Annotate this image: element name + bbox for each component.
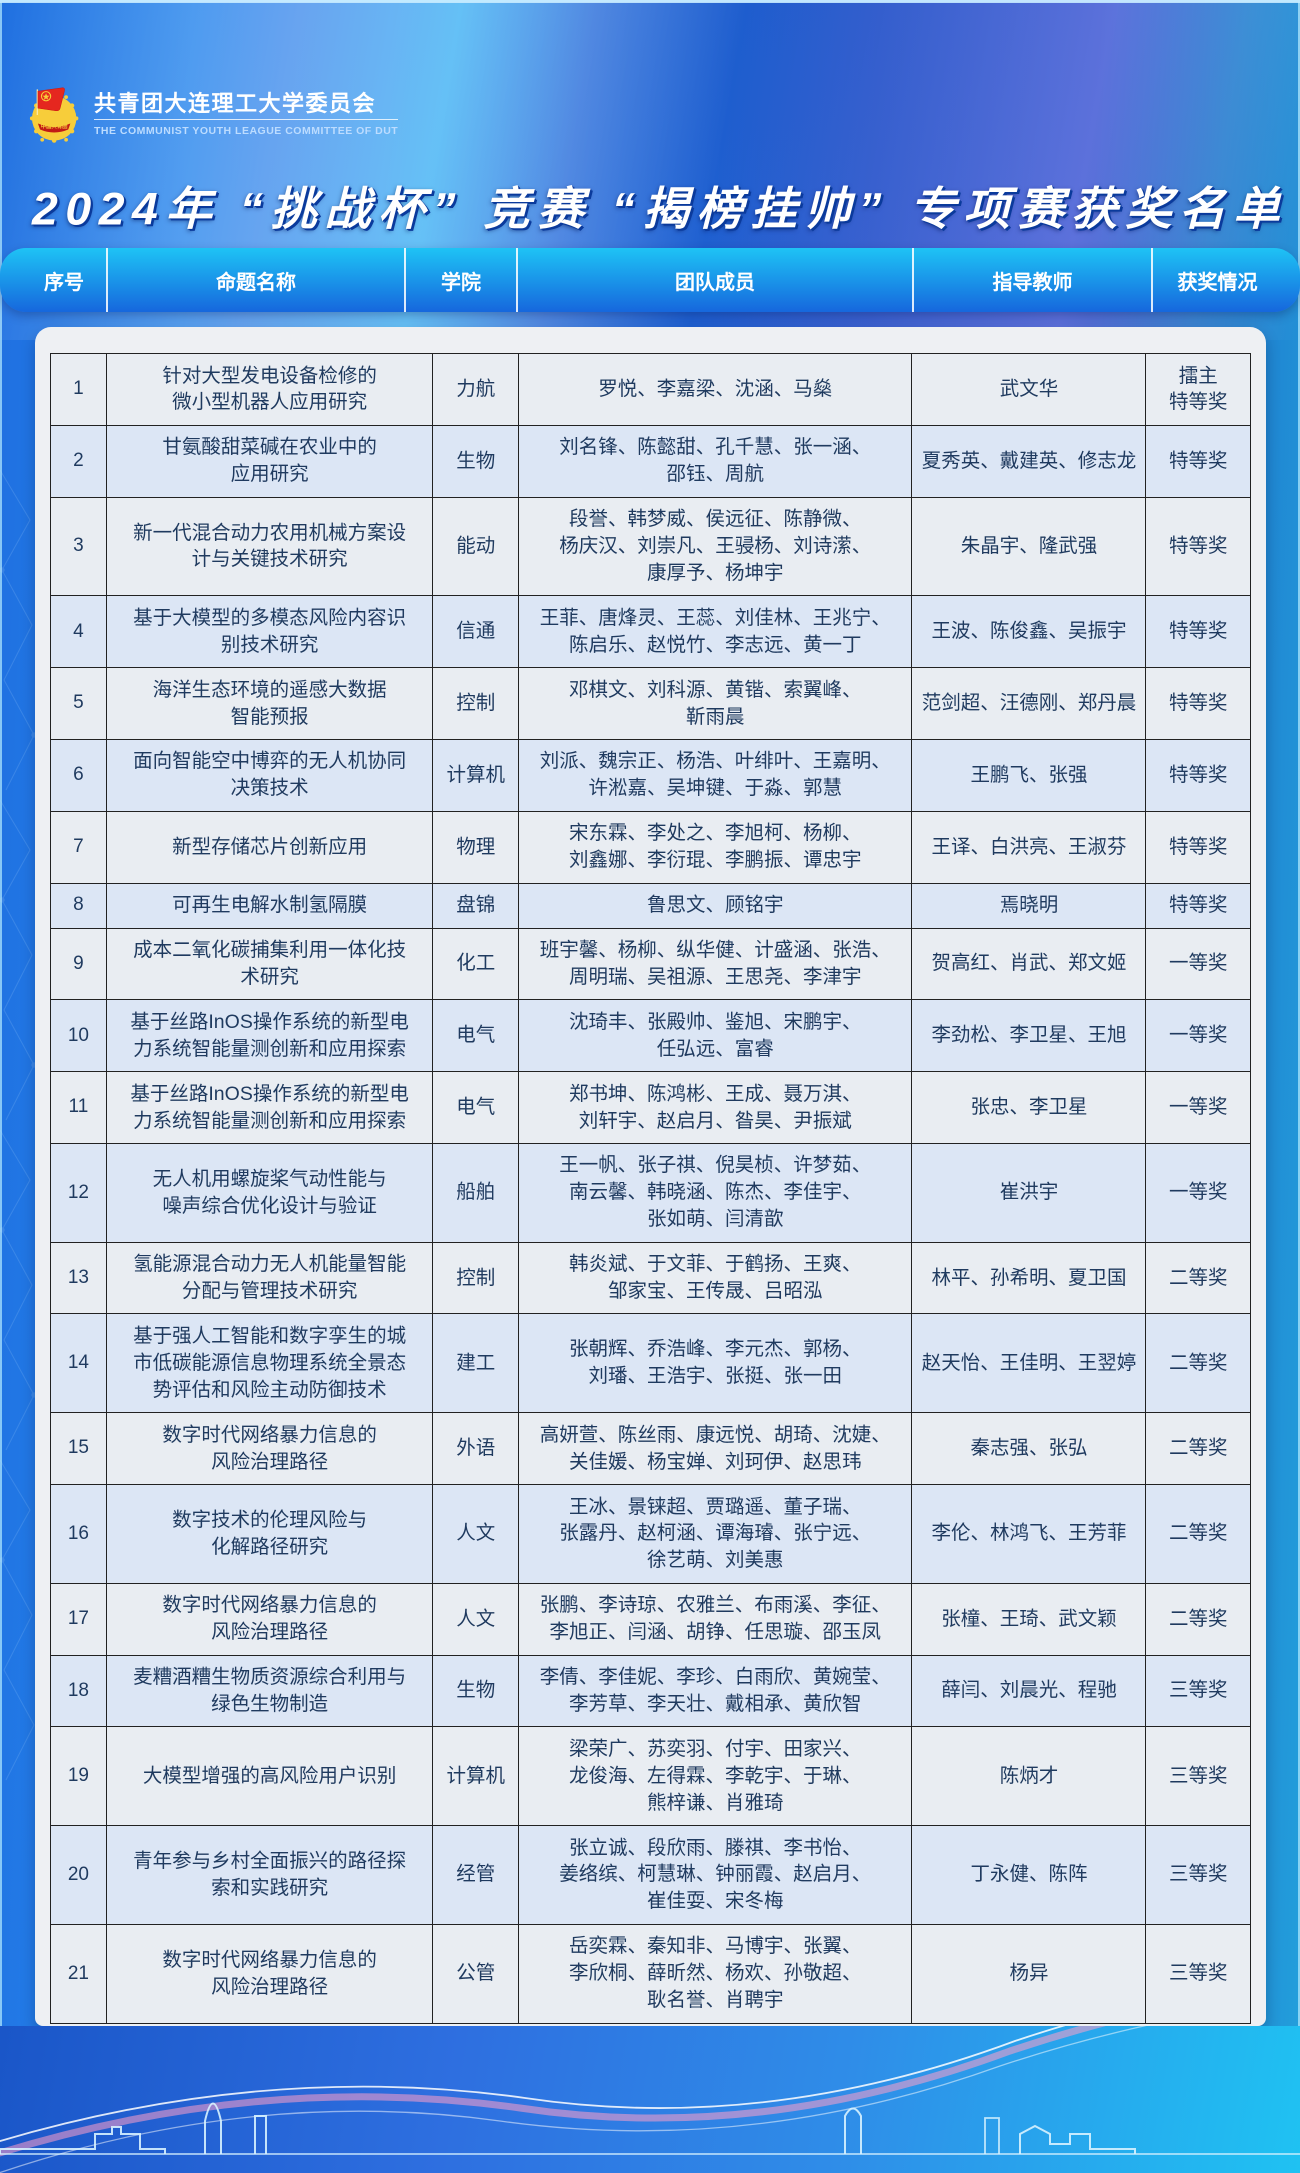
- svg-text:中国共青团: 中国共青团: [41, 122, 68, 130]
